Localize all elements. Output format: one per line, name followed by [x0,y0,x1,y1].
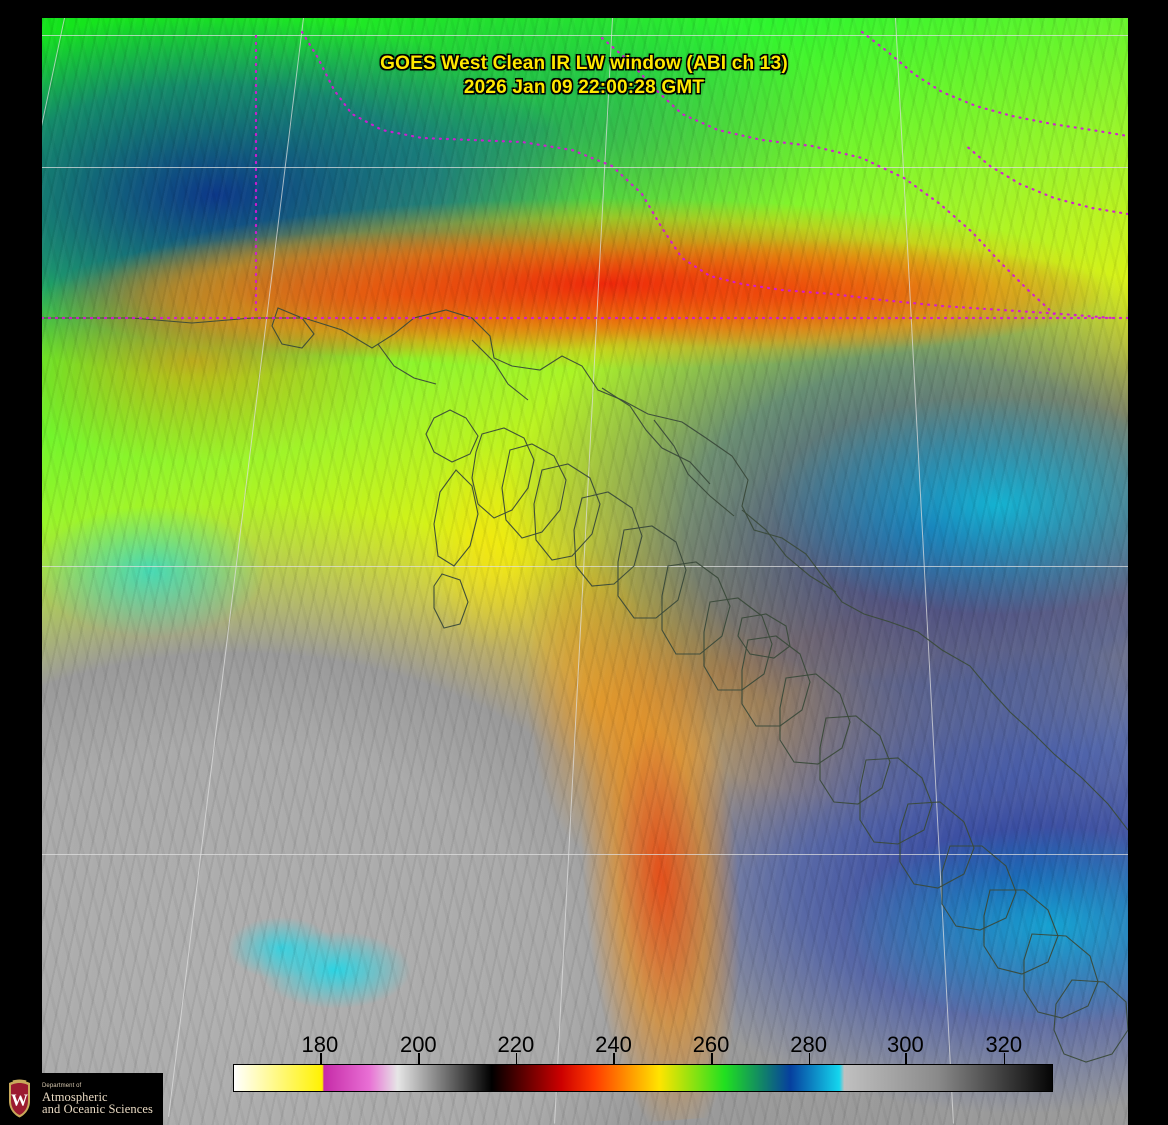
colorbar-gradient [233,1064,1053,1092]
gridline-latitude [42,853,1128,855]
colorbar-tick [905,1053,907,1064]
colorbar-tick-labels: 180 200 220 240 260 280 300 320 [233,1024,1053,1056]
colorbar-tick-label: 220 [497,1032,535,1057]
uw-aos-logo: W Department of Atmospheric and Oceanic … [0,1073,163,1125]
logo-department-label: Department of [42,1082,82,1089]
colorbar-tick-label: 180 [301,1032,339,1057]
gridline-latitude [42,565,1128,567]
satellite-image-field [42,18,1128,1125]
cloud-texture-layer [42,18,1128,1125]
geography-overlay [42,18,1128,1125]
temperature-colorbar: 180 200 220 240 260 280 300 320 [233,1034,1053,1092]
uw-crest-icon: W [3,1079,36,1119]
colorbar-tick [515,1053,518,1064]
colorbar-tick-label: 300 [887,1032,924,1057]
colorbar-tick-label: 280 [790,1032,827,1057]
colorbar-tick [613,1053,616,1064]
svg-text:W: W [11,1091,28,1110]
colorbar-tick-label: 260 [692,1032,730,1057]
colorbar-tick [319,1053,322,1064]
logo-name-line-1: Atmospheric [42,1089,108,1104]
colorbar-tick-label: 320 [985,1032,1023,1057]
colorbar-tick [711,1053,713,1064]
gridline-latitude [42,34,1128,36]
colorbar-tick [1003,1053,1006,1064]
logo-text-block: Department of Atmospheric and Oceanic Sc… [42,1083,153,1116]
colorbar-tick-label: 200 [399,1032,437,1057]
colorbar-tick [418,1053,420,1064]
gridline-latitude [42,167,1128,169]
lat-lon-graticule [42,18,1128,1125]
colorbar-tick-marks [233,1053,1053,1064]
colorbar-tick-label: 240 [595,1032,632,1057]
logo-name-line-2: and Oceanic Sciences [42,1102,153,1116]
colorbar-tick [808,1053,811,1064]
